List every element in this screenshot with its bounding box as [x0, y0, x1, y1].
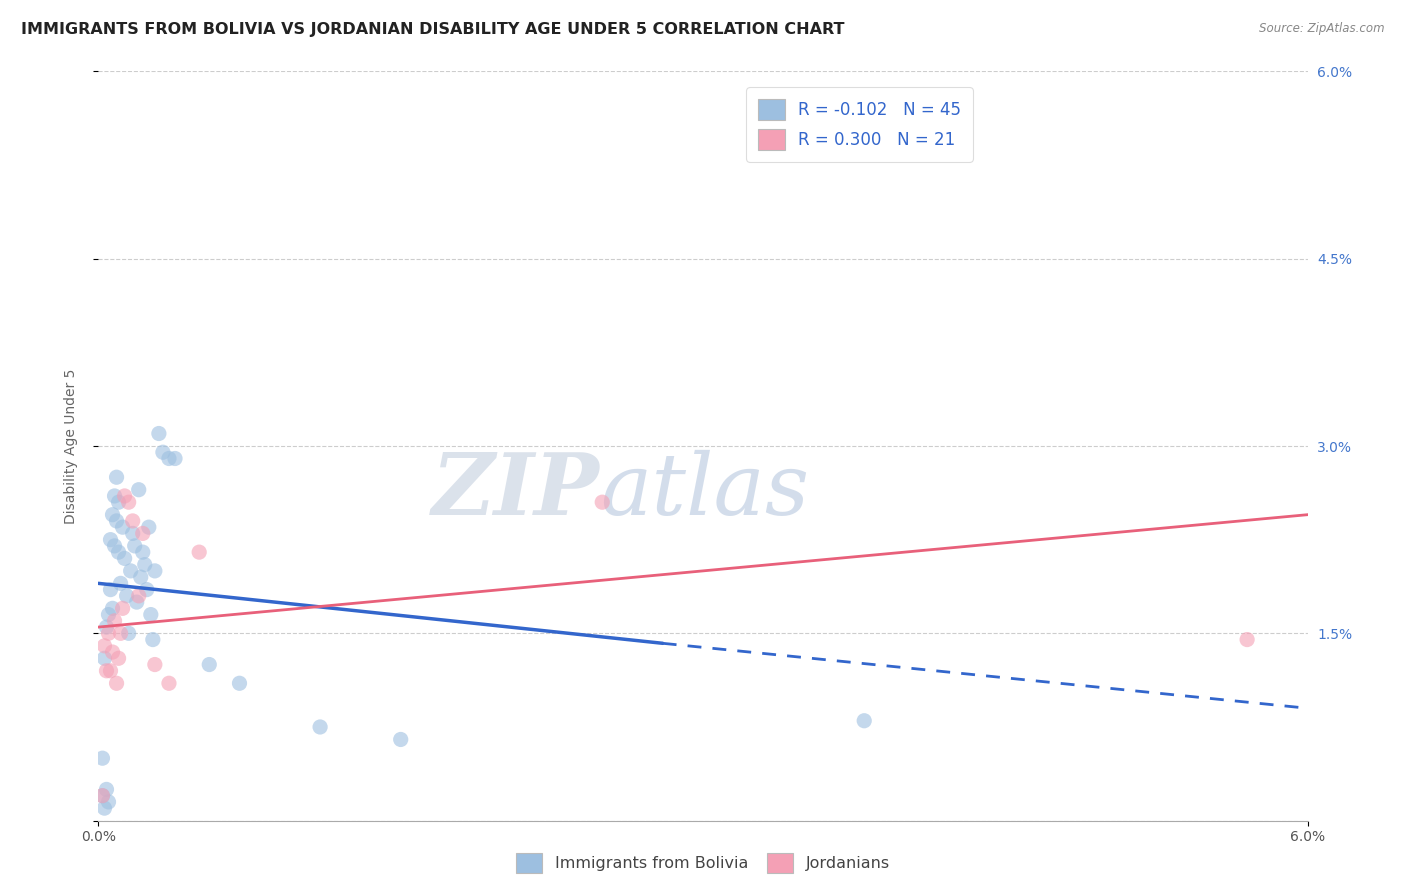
Point: [132, 526, 155, 541]
Point: [125, 595, 148, 609]
Point: [107, 545, 129, 559]
Point: [114, 551, 136, 566]
Point: [389, 732, 412, 747]
Point: [91, 789, 114, 803]
Point: [853, 714, 876, 728]
Point: [101, 601, 124, 615]
Point: [100, 533, 122, 547]
Point: [93, 639, 115, 653]
Point: [228, 676, 250, 690]
Point: [157, 451, 180, 466]
Point: [148, 426, 170, 441]
Text: Source: ZipAtlas.com: Source: ZipAtlas.com: [1260, 22, 1385, 36]
Point: [198, 657, 221, 672]
Point: [135, 582, 157, 597]
Text: atlas: atlas: [600, 450, 810, 533]
Point: [93, 801, 115, 815]
Text: ZIP: ZIP: [433, 450, 600, 533]
Point: [96, 664, 118, 678]
Point: [121, 526, 143, 541]
Point: [107, 495, 129, 509]
Text: IMMIGRANTS FROM BOLIVIA VS JORDANIAN DISABILITY AGE UNDER 5 CORRELATION CHART: IMMIGRANTS FROM BOLIVIA VS JORDANIAN DIS…: [21, 22, 845, 37]
Point: [97, 795, 120, 809]
Point: [111, 520, 134, 534]
Point: [152, 445, 174, 459]
Point: [97, 607, 120, 622]
Point: [121, 514, 143, 528]
Point: [100, 664, 122, 678]
Point: [163, 451, 186, 466]
Point: [105, 514, 128, 528]
Point: [110, 576, 132, 591]
Point: [105, 470, 128, 484]
Point: [188, 545, 211, 559]
Legend: R = -0.102   N = 45, R = 0.300   N = 21: R = -0.102 N = 45, R = 0.300 N = 21: [747, 87, 973, 161]
Point: [91, 751, 114, 765]
Point: [1236, 632, 1258, 647]
Point: [107, 651, 129, 665]
Point: [118, 495, 141, 509]
Point: [101, 645, 124, 659]
Point: [100, 582, 122, 597]
Point: [309, 720, 332, 734]
Legend: Immigrants from Bolivia, Jordanians: Immigrants from Bolivia, Jordanians: [510, 847, 896, 880]
Point: [134, 558, 156, 572]
Point: [115, 589, 138, 603]
Point: [118, 626, 141, 640]
Point: [93, 651, 115, 665]
Point: [143, 657, 166, 672]
Point: [101, 508, 124, 522]
Point: [143, 564, 166, 578]
Point: [105, 676, 128, 690]
Point: [111, 601, 134, 615]
Point: [120, 564, 142, 578]
Point: [157, 676, 180, 690]
Point: [124, 539, 146, 553]
Point: [138, 520, 160, 534]
Point: [591, 495, 613, 509]
Point: [129, 570, 152, 584]
Point: [103, 614, 125, 628]
Point: [91, 789, 114, 803]
Point: [103, 489, 125, 503]
Y-axis label: Disability Age Under 5: Disability Age Under 5: [63, 368, 77, 524]
Point: [96, 620, 118, 634]
Point: [110, 626, 132, 640]
Point: [103, 539, 125, 553]
Point: [97, 626, 120, 640]
Point: [142, 632, 165, 647]
Point: [139, 607, 162, 622]
Point: [114, 489, 136, 503]
Point: [128, 589, 150, 603]
Point: [132, 545, 155, 559]
Point: [96, 782, 118, 797]
Point: [128, 483, 150, 497]
